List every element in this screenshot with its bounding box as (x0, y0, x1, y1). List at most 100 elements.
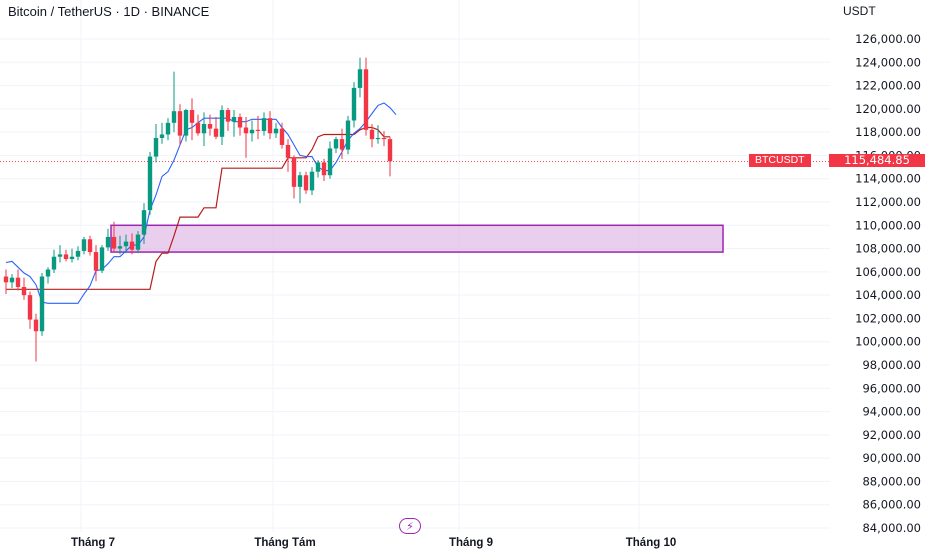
slow-line (6, 126, 390, 290)
candle-body (363, 69, 369, 130)
candle[interactable] (171, 71, 177, 133)
price-tick-label: 114,000.00 (855, 172, 921, 186)
price-tick-label: 96,000.00 (862, 381, 921, 395)
candle-body (291, 157, 297, 187)
candles[interactable] (3, 57, 393, 362)
time-axis[interactable]: Tháng 7 Tháng Tám Tháng 9 Tháng 10 (71, 537, 676, 549)
candle[interactable] (201, 112, 207, 147)
candle[interactable] (93, 245, 99, 282)
candle[interactable] (309, 167, 315, 196)
candle[interactable] (285, 139, 291, 172)
candle[interactable] (249, 120, 255, 142)
candle-body (303, 175, 309, 191)
candle[interactable] (387, 136, 393, 177)
zone-rect[interactable] (110, 224, 724, 253)
candle[interactable] (339, 128, 345, 159)
candle[interactable] (135, 231, 141, 254)
candle[interactable] (129, 233, 135, 255)
candle[interactable] (9, 274, 15, 289)
candle[interactable] (207, 114, 213, 136)
candle[interactable] (183, 108, 189, 142)
candle[interactable] (225, 107, 231, 131)
fast-line (5, 102, 397, 304)
candle[interactable] (159, 122, 165, 144)
price-tick-label: 124,000.00 (855, 55, 921, 69)
candle-body (321, 162, 327, 176)
candle[interactable] (297, 171, 303, 204)
candle[interactable] (231, 110, 237, 137)
price-tick-label: 94,000.00 (862, 405, 921, 419)
candle[interactable] (27, 291, 33, 329)
candle[interactable] (219, 105, 225, 145)
demand-zone[interactable] (110, 224, 724, 253)
time-tick-label: Tháng Tám (254, 537, 315, 549)
candle-body (381, 137, 387, 140)
candle[interactable] (45, 267, 51, 284)
price-tick-label: 104,000.00 (855, 288, 921, 302)
candle[interactable] (345, 115, 351, 155)
candle[interactable] (369, 123, 375, 148)
candle[interactable] (303, 171, 309, 194)
candle[interactable] (15, 269, 21, 291)
candle[interactable] (381, 130, 387, 147)
last-price-tag: 115,484.85 (829, 154, 925, 167)
candle[interactable] (273, 122, 279, 138)
candle[interactable] (153, 123, 159, 163)
candle[interactable] (357, 57, 363, 98)
candle[interactable] (111, 221, 117, 253)
candle[interactable] (315, 160, 321, 178)
candle[interactable] (321, 158, 327, 182)
candle[interactable] (189, 98, 195, 141)
candle[interactable] (195, 114, 201, 136)
candle[interactable] (243, 117, 249, 158)
candle[interactable] (291, 155, 297, 199)
candle[interactable] (279, 122, 285, 149)
candle[interactable] (141, 203, 147, 244)
candle[interactable] (165, 118, 171, 141)
candle-body (309, 171, 315, 191)
candle[interactable] (255, 115, 261, 140)
candle-body (81, 239, 87, 251)
candle-body (357, 69, 363, 88)
indicator-lines (5, 102, 397, 304)
candle[interactable] (105, 228, 111, 251)
candle[interactable] (81, 236, 87, 255)
candle[interactable] (117, 235, 123, 255)
lightning-icon[interactable]: ⚡ (399, 518, 421, 534)
candle[interactable] (99, 245, 105, 274)
candle[interactable] (213, 117, 219, 140)
candle-body (45, 269, 51, 277)
candle[interactable] (69, 248, 75, 263)
grid-lines (0, 0, 830, 532)
candle[interactable] (267, 111, 273, 140)
price-axis[interactable]: 84,000.00 86,000.00 88,000.00 90,000.00 92,0… (855, 32, 921, 535)
candle[interactable] (39, 273, 45, 336)
symbol-price-tag: BTCUSDT (749, 154, 811, 167)
candle-body (339, 139, 345, 150)
price-tick-label: 126,000.00 (855, 32, 921, 46)
candle[interactable] (147, 151, 153, 215)
candle[interactable] (351, 82, 357, 128)
candle[interactable] (3, 269, 9, 294)
candle-body (87, 239, 93, 253)
candle[interactable] (327, 141, 333, 179)
candle[interactable] (87, 235, 93, 256)
candle[interactable] (333, 136, 339, 154)
candle[interactable] (237, 113, 243, 136)
candle-body (123, 241, 129, 247)
candle-body (315, 162, 321, 172)
candle[interactable] (177, 104, 183, 145)
candle[interactable] (33, 313, 39, 362)
candle[interactable] (51, 249, 57, 274)
candle[interactable] (57, 245, 63, 263)
candle[interactable] (261, 112, 267, 136)
candle[interactable] (63, 249, 69, 262)
candle-body (141, 210, 147, 235)
candle-body (33, 319, 39, 332)
candle[interactable] (123, 234, 129, 254)
candle[interactable] (75, 246, 81, 261)
candle[interactable] (375, 125, 381, 144)
candle[interactable] (363, 57, 369, 136)
candle[interactable] (21, 277, 27, 300)
